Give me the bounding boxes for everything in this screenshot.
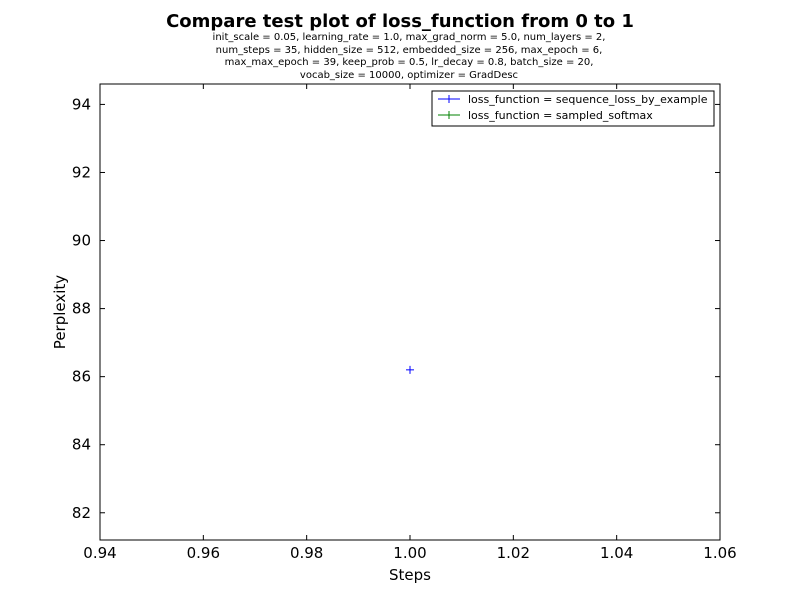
legend-label: loss_function = sampled_softmax bbox=[468, 109, 653, 122]
subtitle-line: max_max_epoch = 39, keep_prob = 0.5, lr_… bbox=[225, 57, 594, 68]
subtitle-line: init_scale = 0.05, learning_rate = 1.0, … bbox=[213, 32, 606, 43]
chart-subtitle: init_scale = 0.05, learning_rate = 1.0, … bbox=[213, 32, 606, 81]
chart-title: Compare test plot of loss_function from … bbox=[166, 11, 634, 32]
y-tick-label: 92 bbox=[72, 163, 91, 181]
legend-box bbox=[431, 90, 715, 127]
x-tick-label: 1.00 bbox=[393, 544, 426, 562]
x-tick-label: 0.96 bbox=[187, 544, 220, 562]
y-tick-label: 84 bbox=[72, 436, 91, 454]
x-tick-label: 1.06 bbox=[703, 544, 736, 562]
y-tick-label: 82 bbox=[72, 504, 91, 522]
data-point bbox=[406, 365, 414, 374]
data-points bbox=[406, 365, 414, 374]
x-axis-label: Steps bbox=[389, 566, 431, 584]
subtitle-line: num_steps = 35, hidden_size = 512, embed… bbox=[216, 45, 603, 56]
x-tick-label: 0.98 bbox=[290, 544, 323, 562]
y-tick-label: 88 bbox=[72, 300, 91, 318]
legend-item: loss_function = sequence_loss_by_example bbox=[438, 93, 708, 106]
x-tick-label: 1.02 bbox=[497, 544, 530, 562]
y-axis: 82 84 86 88 90 92 94 bbox=[72, 95, 720, 522]
x-axis: 0.94 0.96 0.98 1.00 1.02 1.04 1.06 bbox=[83, 84, 737, 562]
y-tick-label: 86 bbox=[72, 368, 91, 386]
plot-area bbox=[99, 83, 721, 541]
y-tick-label: 90 bbox=[72, 232, 91, 250]
legend-item: loss_function = sampled_softmax bbox=[438, 109, 653, 122]
y-tick-label: 94 bbox=[72, 95, 91, 113]
y-axis-label: Perplexity bbox=[51, 275, 69, 349]
subtitle-line: vocab_size = 10000, optimizer = GradDesc bbox=[300, 70, 518, 81]
legend: loss_function = sequence_loss_by_example… bbox=[431, 90, 715, 127]
x-tick-label: 1.04 bbox=[600, 544, 633, 562]
x-tick-label: 0.94 bbox=[83, 544, 116, 562]
legend-label: loss_function = sequence_loss_by_example bbox=[468, 93, 708, 106]
